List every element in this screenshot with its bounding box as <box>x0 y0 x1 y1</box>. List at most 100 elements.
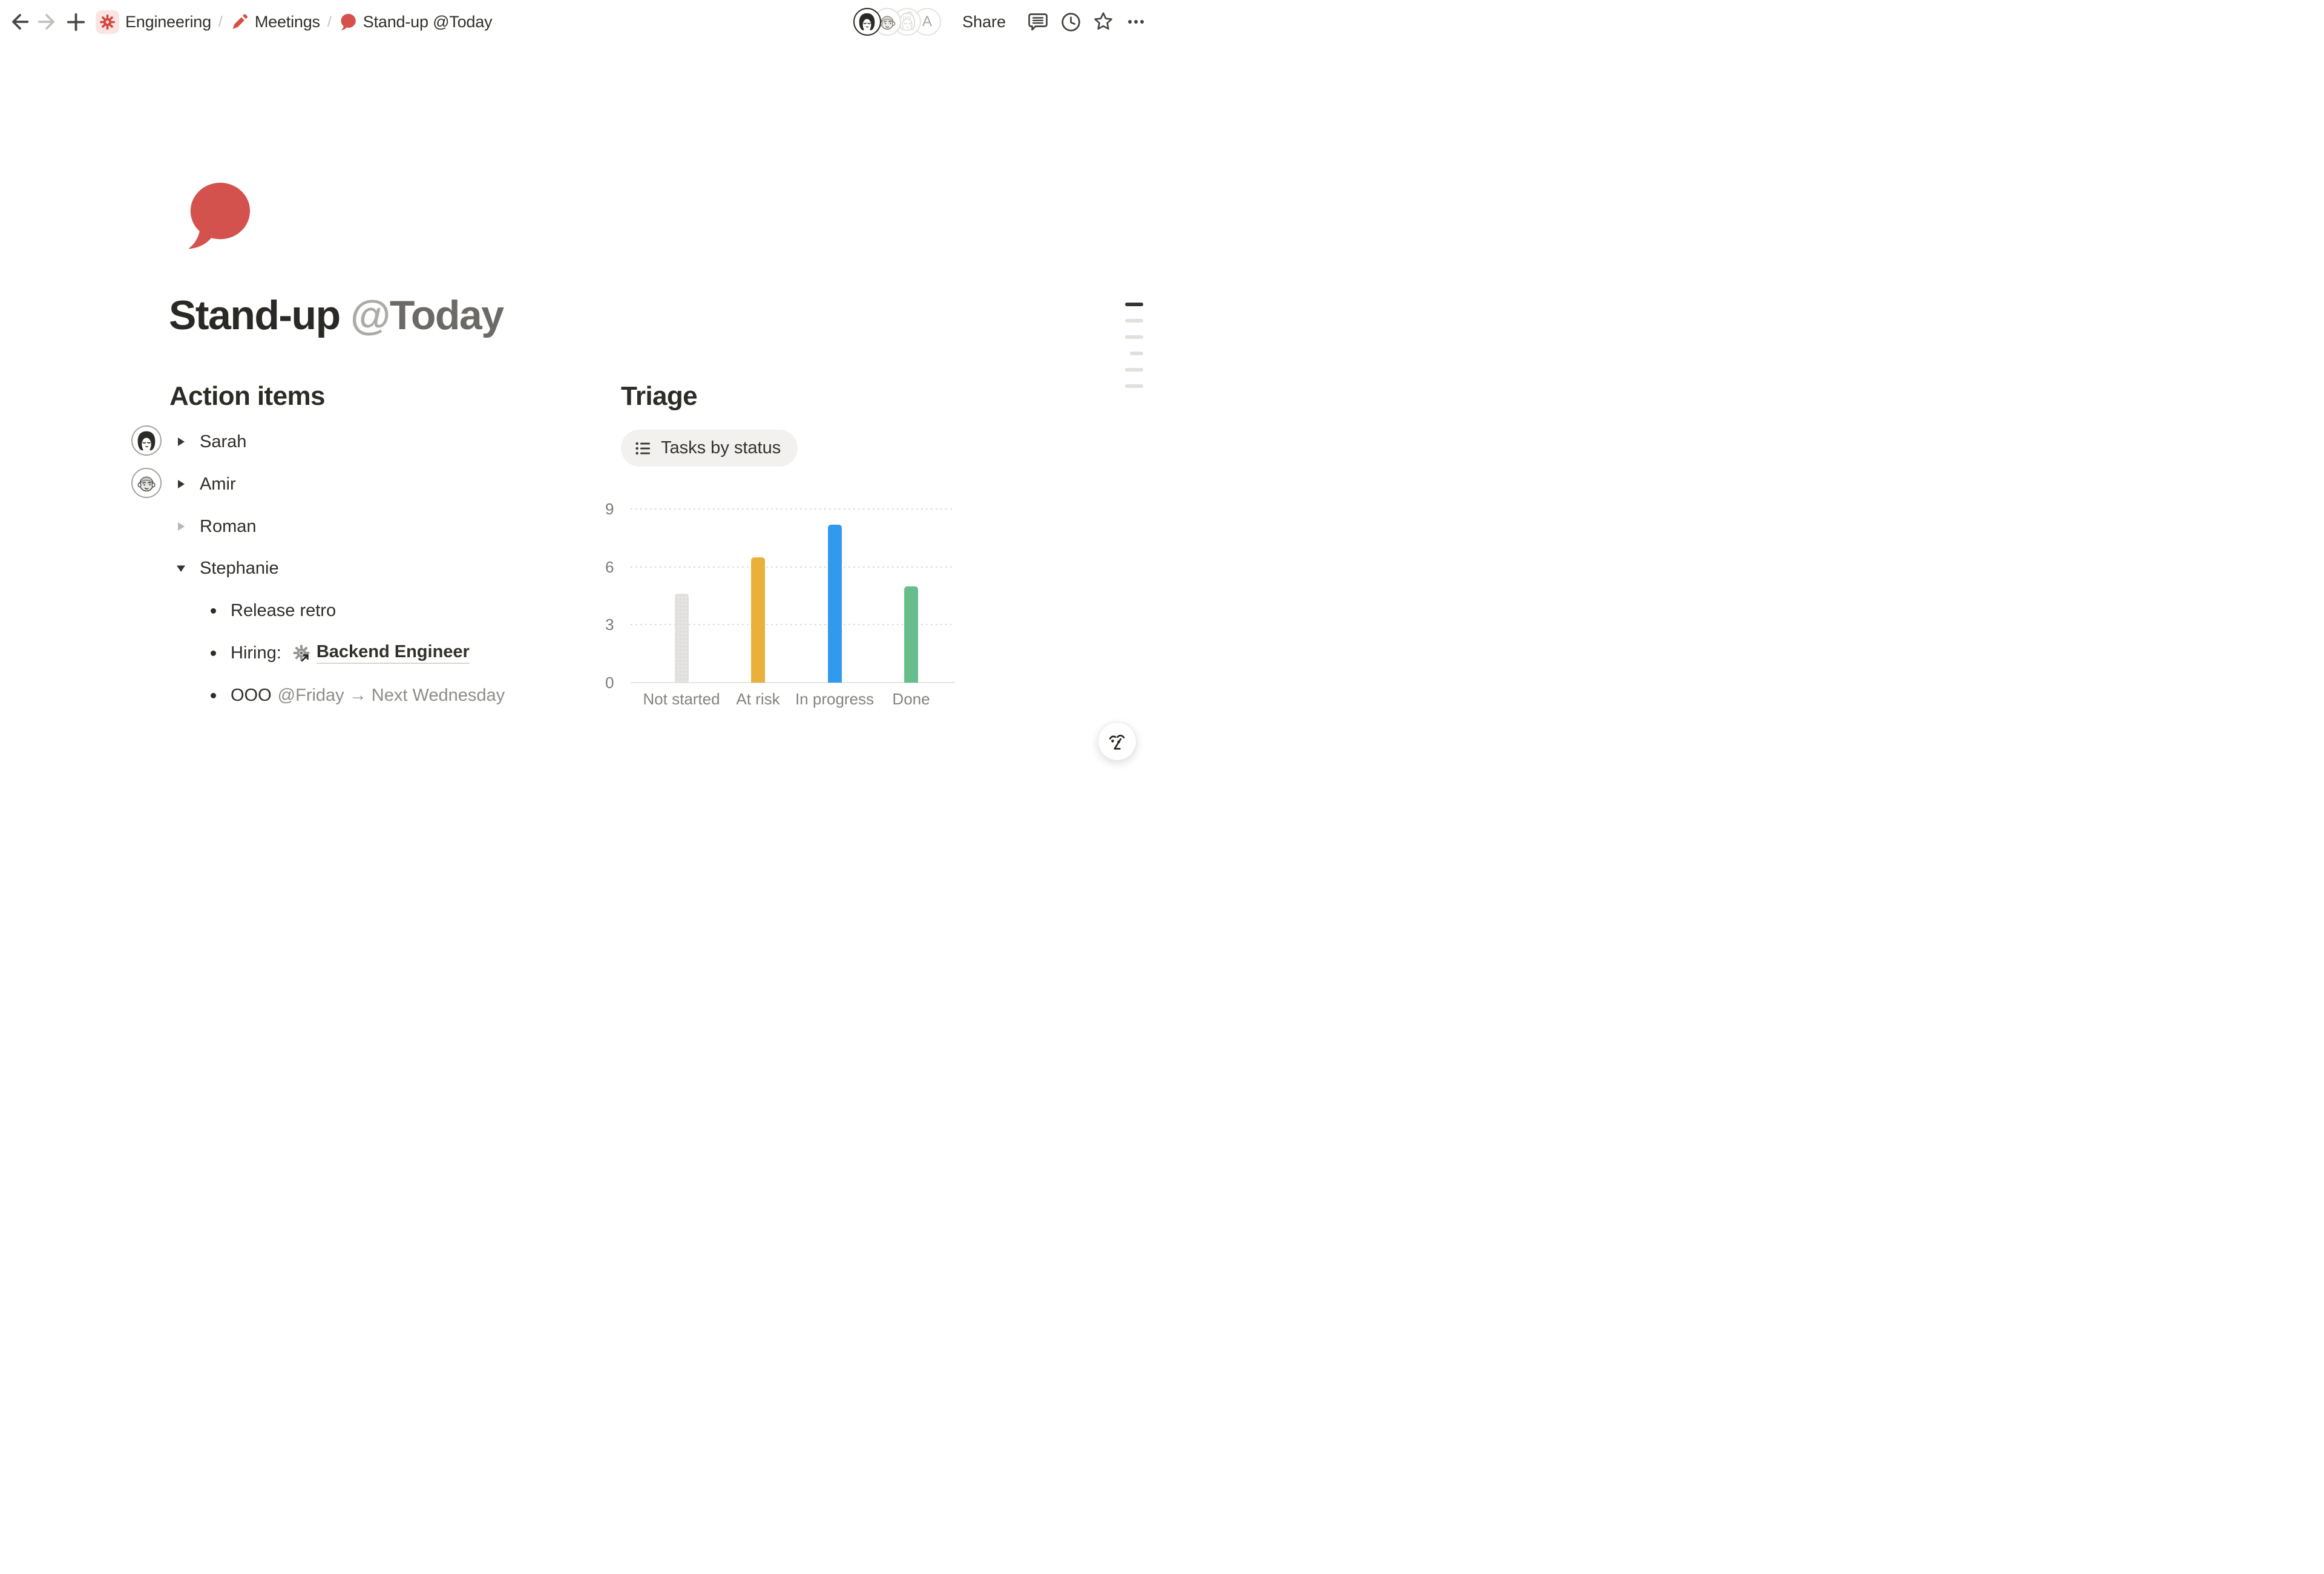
avatar-sarah[interactable] <box>131 425 162 456</box>
breadcrumb: Engineering / Meetings / Stand-up @Today <box>96 0 493 44</box>
back-button[interactable] <box>5 7 35 37</box>
notion-ai-button[interactable] <box>1098 722 1137 761</box>
breadcrumb-label: Engineering <box>125 12 211 31</box>
chart-bar-in-progress[interactable] <box>827 524 842 683</box>
list-item-ooo: OOO @Friday → Next Wednesday <box>169 680 505 710</box>
page-title-main: Stand-up <box>169 292 351 338</box>
star-icon <box>1094 12 1112 30</box>
date-mention-text: Today <box>389 292 504 338</box>
chart-gridline <box>631 508 955 510</box>
more-options-button[interactable] <box>1120 5 1152 38</box>
toc-item[interactable] <box>1125 335 1143 339</box>
notion-ai-face-icon <box>1109 735 1125 750</box>
list-item-text: OOO @Friday → Next Wednesday <box>231 686 505 706</box>
chart-bar-at-risk[interactable] <box>751 557 765 683</box>
speech-bubble-icon <box>188 182 251 249</box>
x-axis-category-label: In progress <box>795 690 875 708</box>
forward-button[interactable] <box>31 7 62 37</box>
speech-bubble-icon <box>341 13 356 30</box>
toggle-row-roman[interactable]: Roman <box>169 511 257 542</box>
bullet-icon <box>211 608 216 614</box>
toc-item[interactable] <box>1125 368 1143 372</box>
breadcrumb-item-standup[interactable]: Stand-up @Today <box>339 13 493 31</box>
toc-item[interactable] <box>1125 384 1143 388</box>
chart-gridline <box>631 682 955 683</box>
date-mention-at: @ <box>350 292 390 338</box>
toggle-row-sarah[interactable]: Sarah <box>169 427 246 457</box>
toc-item[interactable] <box>1130 352 1143 355</box>
forward-arrow-icon <box>38 14 54 30</box>
x-axis-category-label: Not started <box>643 690 720 708</box>
list-item-hiring: Hiring: <box>169 638 470 668</box>
bullet-icon <box>211 650 216 656</box>
toolbar: Engineering / Meetings / Stand-up @Today <box>0 0 1162 44</box>
toggle-collapsed-icon[interactable] <box>175 478 187 490</box>
breadcrumb-separator: / <box>327 13 332 30</box>
breadcrumb-label: Meetings <box>254 12 320 31</box>
toggle-label: Amir <box>200 474 236 494</box>
share-button[interactable]: Share <box>962 12 1006 31</box>
toggle-collapsed-icon[interactable] <box>175 436 187 448</box>
view-chip-label: Tasks by status <box>661 438 781 457</box>
breadcrumb-label: Stand-up @Today <box>363 12 493 31</box>
list-item-release-retro: Release retro <box>169 595 336 626</box>
page-mention-backend-engineer[interactable]: Backend Engineer <box>316 642 470 664</box>
toc-item[interactable] <box>1125 319 1143 323</box>
comment-icon <box>1028 13 1048 31</box>
favorite-button[interactable] <box>1087 5 1120 38</box>
breadcrumb-item-engineering[interactable]: Engineering <box>96 10 211 34</box>
toggle-label: Sarah <box>200 431 247 451</box>
toolbar-right: A <box>853 0 1152 44</box>
y-axis-tick-label: 3 <box>605 615 614 634</box>
toc-item[interactable] <box>1125 303 1143 306</box>
plus-icon <box>67 13 85 31</box>
avatar-amir[interactable] <box>131 468 162 498</box>
breadcrumb-separator: / <box>218 13 223 30</box>
y-axis-tick-label: 9 <box>605 500 614 518</box>
ellipsis-icon <box>1128 20 1144 24</box>
chart-bar-done[interactable] <box>904 586 918 683</box>
action-items-heading: Action items <box>169 381 325 411</box>
history-button[interactable] <box>1054 5 1087 38</box>
gear-icon <box>96 10 119 34</box>
bulleted-list-icon <box>635 442 650 454</box>
toggle-row-amir[interactable]: Amir <box>169 469 236 499</box>
link-arrow-icon <box>301 654 309 662</box>
new-page-button[interactable] <box>61 7 91 37</box>
woman-face-icon <box>859 13 875 30</box>
notion-window: Engineering / Meetings / Stand-up @Today <box>0 0 1162 787</box>
y-axis-tick-label: 6 <box>605 557 614 576</box>
hiring-prefix: Hiring: <box>231 643 281 663</box>
toggle-label: Stephanie <box>200 558 279 578</box>
toggle-collapsed-icon[interactable] <box>175 520 187 533</box>
breadcrumb-item-meetings[interactable]: Meetings <box>230 13 320 31</box>
toggle-expanded-icon[interactable] <box>175 562 187 574</box>
toggle-label: Roman <box>200 516 257 536</box>
list-item-text: Hiring: <box>231 642 470 664</box>
back-arrow-icon <box>12 14 29 30</box>
triage-heading: Triage <box>621 381 698 411</box>
x-axis-category-label: Done <box>892 690 930 708</box>
woman-face-icon <box>137 431 156 451</box>
chart-gridline <box>631 624 955 626</box>
y-axis-tick-label: 0 <box>605 674 614 692</box>
avatar-woman[interactable] <box>853 8 881 36</box>
date-range-mention[interactable]: @Friday → Next Wednesday <box>277 685 505 705</box>
chart-gridline <box>631 566 955 568</box>
avatar-letter: A <box>922 13 932 30</box>
bullet-icon <box>211 692 216 698</box>
list-item-text: Release retro <box>231 600 336 620</box>
x-axis-category-label: At risk <box>736 690 780 708</box>
clock-icon <box>1061 12 1080 31</box>
pencil-icon <box>232 13 248 29</box>
comments-button[interactable] <box>1022 5 1054 38</box>
tasks-by-status-chart: 0 3 6 9 Not started At risk In progress Done <box>605 496 980 720</box>
gear-emoji-icon <box>292 644 310 662</box>
man-face-icon <box>137 476 156 492</box>
page-title[interactable]: Stand-up @Today <box>169 292 504 339</box>
page-icon-speech-bubble[interactable] <box>182 179 253 252</box>
ooo-prefix: OOO <box>231 685 272 705</box>
chart-bar-not-started[interactable] <box>674 594 689 683</box>
tasks-by-status-view-chip[interactable]: Tasks by status <box>621 430 798 467</box>
toggle-row-stephanie[interactable]: Stephanie <box>169 553 279 583</box>
